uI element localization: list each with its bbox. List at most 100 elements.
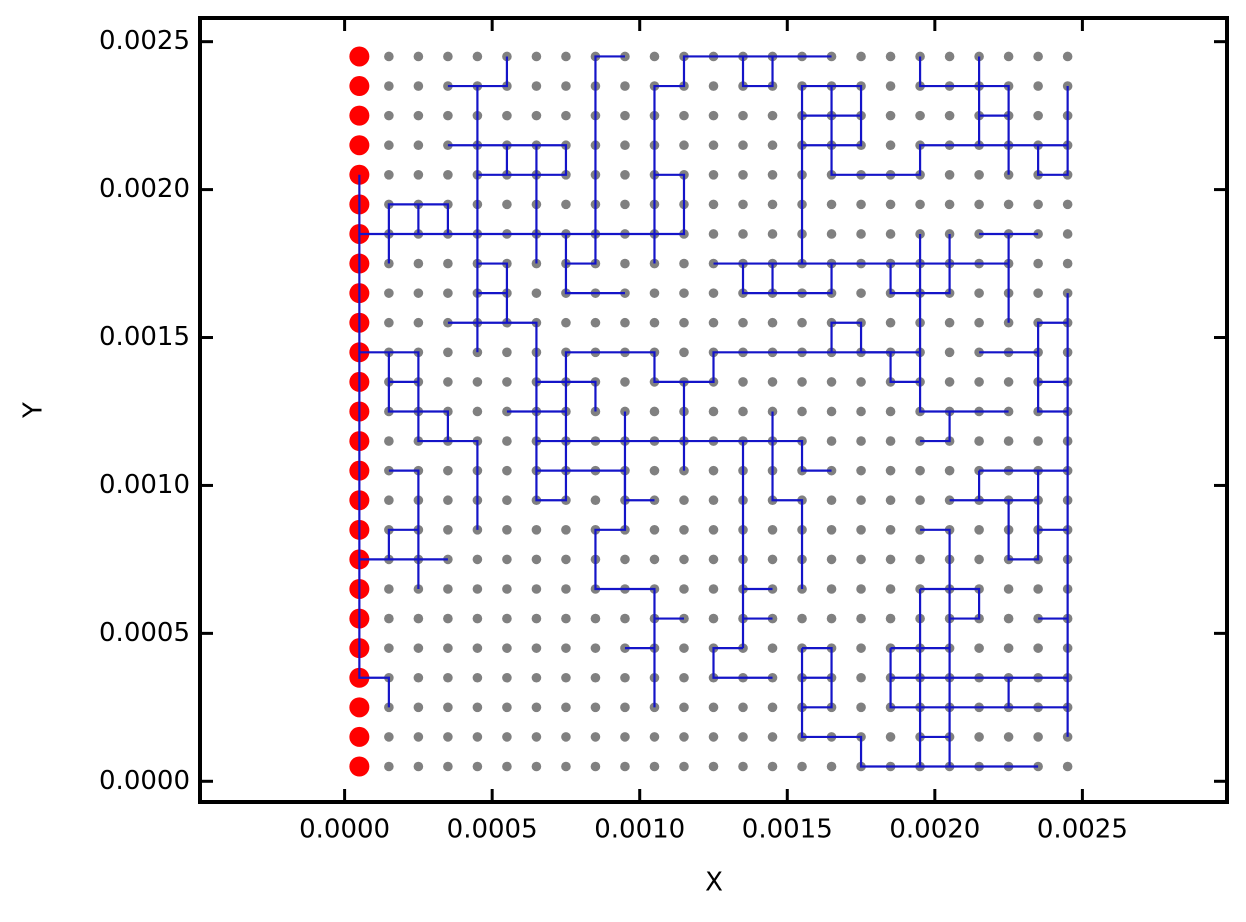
anchor-node bbox=[349, 697, 370, 718]
node bbox=[679, 317, 689, 328]
node bbox=[620, 702, 630, 713]
x-tick-label: 0.0010 bbox=[594, 815, 685, 845]
node bbox=[885, 406, 896, 417]
node bbox=[1062, 229, 1073, 239]
node bbox=[826, 377, 837, 387]
node bbox=[413, 702, 424, 713]
node bbox=[531, 643, 542, 653]
y-tick-label: 0.0000 bbox=[99, 766, 190, 796]
node bbox=[1003, 584, 1014, 594]
node bbox=[649, 258, 660, 269]
node bbox=[561, 672, 571, 683]
edge-path bbox=[653, 55, 832, 264]
node bbox=[1003, 732, 1014, 742]
node bbox=[826, 613, 837, 624]
node bbox=[679, 643, 689, 653]
node bbox=[1062, 81, 1073, 91]
node bbox=[590, 761, 601, 772]
node bbox=[826, 436, 837, 446]
node bbox=[885, 525, 896, 535]
node bbox=[679, 347, 689, 358]
node bbox=[974, 436, 984, 446]
node bbox=[974, 377, 984, 387]
node bbox=[974, 554, 984, 565]
node bbox=[767, 643, 778, 653]
node bbox=[384, 110, 394, 121]
node bbox=[767, 229, 778, 239]
node bbox=[649, 525, 660, 535]
node bbox=[502, 643, 512, 653]
edge-path bbox=[1007, 470, 1040, 561]
x-axis-label: X bbox=[705, 868, 723, 898]
node bbox=[1033, 199, 1043, 210]
node bbox=[620, 170, 630, 180]
node bbox=[679, 525, 689, 535]
node bbox=[531, 672, 542, 683]
node bbox=[561, 317, 571, 328]
node bbox=[443, 347, 453, 358]
node bbox=[384, 258, 394, 269]
node bbox=[384, 170, 394, 180]
node bbox=[1003, 317, 1014, 328]
node bbox=[590, 495, 601, 506]
node bbox=[649, 761, 660, 772]
edge-path bbox=[741, 56, 774, 88]
node bbox=[738, 406, 748, 417]
node bbox=[679, 554, 689, 565]
node bbox=[502, 436, 512, 446]
node bbox=[649, 554, 660, 565]
node bbox=[590, 702, 601, 713]
node bbox=[620, 613, 630, 624]
x-tick-label: 0.0005 bbox=[447, 815, 538, 845]
node bbox=[885, 81, 896, 91]
node bbox=[708, 554, 719, 565]
node bbox=[738, 170, 748, 180]
node bbox=[944, 51, 955, 62]
node bbox=[472, 406, 483, 417]
node bbox=[384, 584, 394, 594]
y-axis-label: Y bbox=[19, 402, 49, 419]
node bbox=[384, 613, 394, 624]
edge-path bbox=[564, 233, 625, 295]
node bbox=[384, 288, 394, 298]
node bbox=[885, 436, 896, 446]
node bbox=[620, 140, 630, 151]
node bbox=[738, 377, 748, 387]
node bbox=[443, 377, 453, 387]
node bbox=[561, 110, 571, 121]
node bbox=[767, 377, 778, 387]
node bbox=[1033, 51, 1043, 62]
node bbox=[413, 613, 424, 624]
node bbox=[738, 732, 748, 742]
node bbox=[679, 732, 689, 742]
edge-path bbox=[594, 55, 625, 234]
edge-path bbox=[889, 233, 951, 295]
node bbox=[531, 110, 542, 121]
node bbox=[502, 377, 512, 387]
edge-path bbox=[388, 469, 420, 589]
node bbox=[531, 81, 542, 91]
node bbox=[1033, 258, 1043, 269]
node bbox=[649, 465, 660, 476]
node bbox=[679, 672, 689, 683]
node bbox=[708, 317, 719, 328]
node bbox=[708, 732, 719, 742]
node bbox=[620, 199, 630, 210]
node bbox=[974, 732, 984, 742]
node bbox=[826, 199, 837, 210]
edge-path bbox=[1037, 352, 1068, 413]
node bbox=[1033, 584, 1043, 594]
node bbox=[1033, 643, 1043, 653]
node bbox=[767, 761, 778, 772]
node bbox=[708, 81, 719, 91]
node bbox=[856, 436, 866, 446]
node bbox=[413, 81, 424, 91]
node bbox=[620, 81, 630, 91]
anchor-node bbox=[349, 756, 370, 777]
node bbox=[472, 761, 483, 772]
node bbox=[679, 288, 689, 298]
node bbox=[767, 732, 778, 742]
node bbox=[443, 288, 453, 298]
node bbox=[708, 525, 719, 535]
node bbox=[856, 199, 866, 210]
